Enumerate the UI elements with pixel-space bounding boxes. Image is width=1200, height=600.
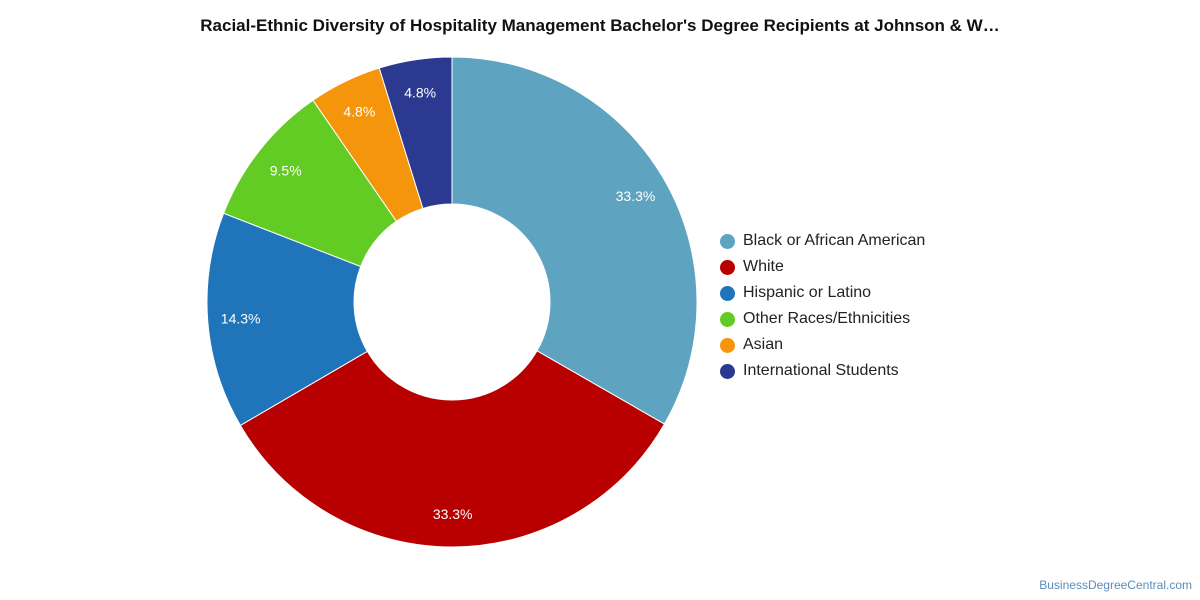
donut-slice-labels: 33.3% 33.3% 14.3% 9.5% 4.8% 4.8% — [221, 84, 656, 522]
legend-item-asian[interactable]: Asian — [720, 332, 925, 358]
slice-label-asian: 4.8% — [343, 103, 375, 119]
slice-label-international-students: 4.8% — [404, 84, 436, 100]
slice-black-or-african-american[interactable] — [451, 56, 698, 425]
legend-swatch — [720, 363, 735, 379]
slice-label-hispanic-or-latino: 14.3% — [221, 311, 261, 327]
slice-label-black-or-african-american: 33.3% — [616, 188, 656, 204]
legend-swatch — [720, 233, 735, 249]
legend-item-international-students[interactable]: International Students — [720, 358, 925, 384]
legend-swatch — [720, 311, 735, 327]
legend-label: Other Races/Ethnicities — [743, 310, 911, 327]
legend-label: International Students — [743, 362, 899, 379]
legend-label: Black or African American — [743, 232, 926, 249]
legend-label: Hispanic or Latino — [743, 284, 872, 301]
legend-label: White — [743, 258, 784, 275]
donut-slices — [206, 56, 698, 548]
legend-swatch — [720, 285, 735, 301]
legend-swatch — [720, 259, 735, 275]
slice-label-white: 33.3% — [433, 506, 473, 522]
legend-item-other-races-ethnicities[interactable]: Other Races/Ethnicities — [720, 306, 925, 332]
slice-international-students[interactable] — [378, 56, 453, 210]
legend-label: Asian — [743, 336, 784, 353]
legend-item-black-or-african-american[interactable]: Black or African American — [720, 228, 925, 254]
chart-legend: Black or African American White Hispanic o… — [720, 228, 925, 384]
slice-hispanic-or-latino[interactable] — [206, 212, 369, 427]
legend-item-hispanic-or-latino[interactable]: Hispanic or Latino — [720, 280, 925, 306]
legend-swatch — [720, 337, 735, 353]
legend-item-white[interactable]: White — [720, 254, 925, 280]
slice-white[interactable] — [239, 350, 666, 548]
source-watermark[interactable]: BusinessDegreeCentral.com — [1039, 578, 1192, 592]
slice-label-other-races-ethnicities: 9.5% — [270, 162, 302, 178]
chart-title: Racial-Ethnic Diversity of Hospitality M… — [200, 16, 1000, 35]
